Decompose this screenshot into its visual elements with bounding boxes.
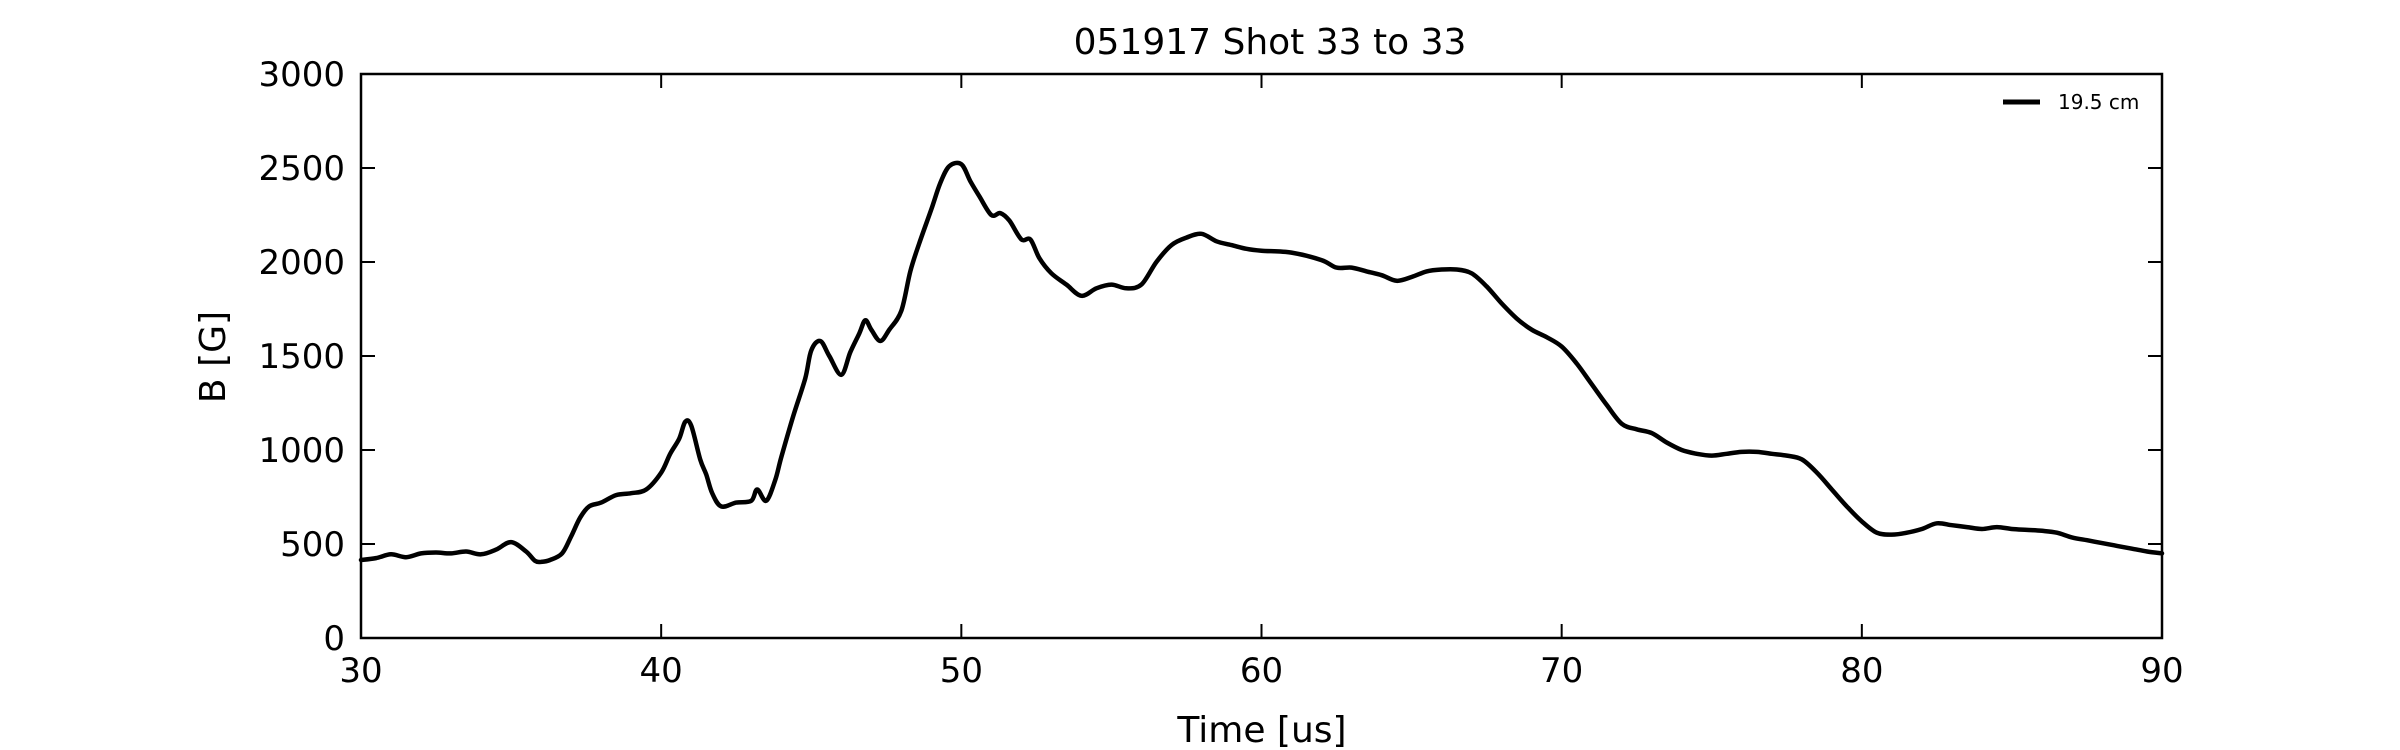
series-line — [358, 160, 2165, 565]
series-layer — [358, 160, 2165, 565]
x-tick-label: 70 — [1540, 651, 1583, 691]
x-tick-label: 50 — [940, 651, 983, 691]
y-tick-label: 0 — [323, 619, 345, 659]
x-tick-label: 60 — [1240, 651, 1283, 691]
y-tick-label: 3000 — [258, 55, 345, 95]
x-tick-label: 40 — [640, 651, 683, 691]
legend: 19.5 cm — [2003, 90, 2139, 114]
y-tick-label: 500 — [280, 525, 345, 565]
y-tick-label: 1500 — [258, 337, 345, 377]
axis-ticks: 30 40 50 60 70 80 90 0 500 1000 1500 2000 2500 3000 — [258, 55, 2183, 691]
y-tick-label: 2500 — [258, 149, 345, 189]
x-axis-label: Time [us] — [1176, 710, 1346, 750]
y-tick-label: 2000 — [258, 243, 345, 283]
x-tick-label: 80 — [1840, 651, 1883, 691]
y-tick-label: 1000 — [258, 431, 345, 471]
legend-label: 19.5 cm — [2058, 90, 2139, 114]
plot-frame — [359, 72, 2164, 640]
y-axis-label: B [G] — [193, 311, 234, 403]
x-tick-label: 90 — [2140, 651, 2183, 691]
chart-title: 051917 Shot 33 to 33 — [1074, 22, 1467, 63]
x-tick-label: 30 — [339, 651, 382, 691]
